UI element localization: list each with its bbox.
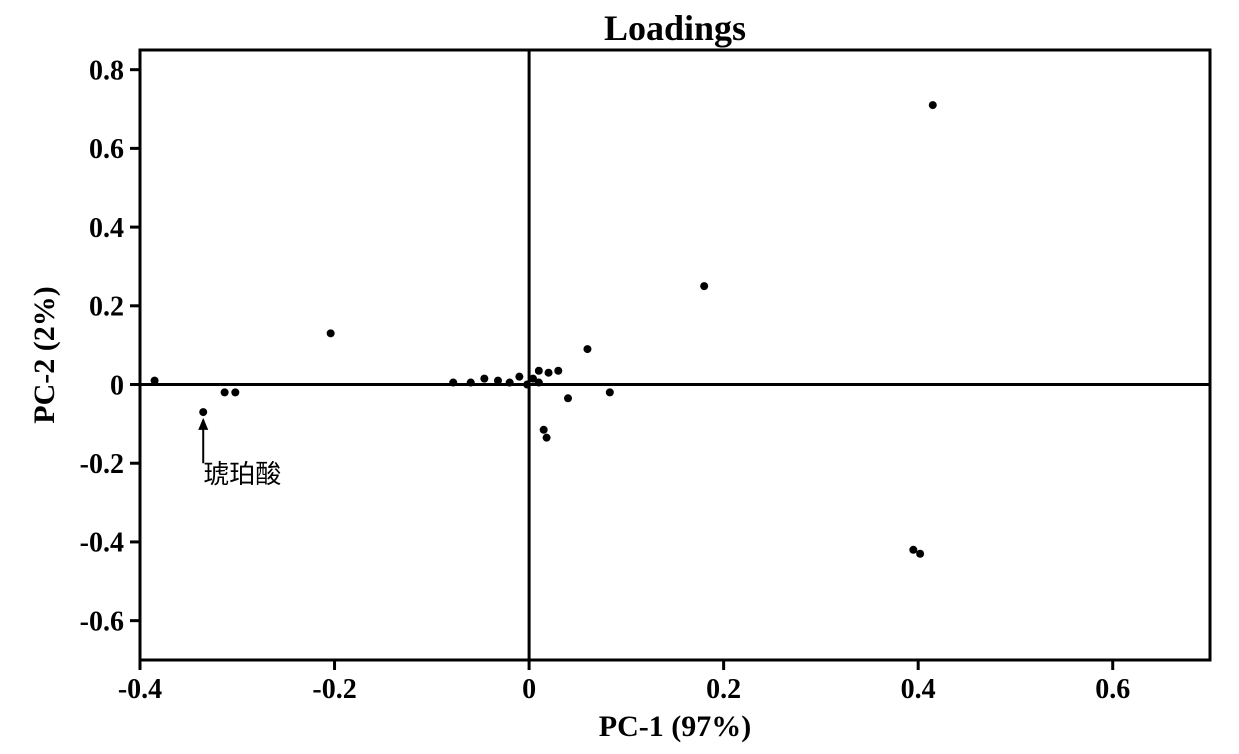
chart-title: Loadings: [604, 8, 746, 48]
data-point: [909, 546, 917, 554]
data-point: [535, 367, 543, 375]
data-point: [515, 373, 523, 381]
x-tick-label: 0.6: [1095, 674, 1130, 705]
data-point: [916, 550, 924, 558]
data-point: [540, 426, 548, 434]
data-point: [564, 394, 572, 402]
loadings-plot: -0.4 -0.2 0 0.2 0.4 0.6 -0.6 -0.4 -0.2 0 0.2 0.4 0.6…: [0, 0, 1239, 754]
annotation-label: 琥珀酸: [203, 460, 281, 489]
data-point: [480, 375, 488, 383]
data-point: [535, 379, 543, 387]
x-axis-label: PC-1 (97%): [599, 710, 751, 743]
y-tick-label: 0.6: [89, 134, 124, 165]
y-tick-label: -0.4: [80, 528, 124, 559]
data-point: [327, 329, 335, 337]
x-tick-label: -0.4: [118, 674, 162, 705]
plot-svg: -0.4 -0.2 0 0.2 0.4 0.6 -0.6 -0.4 -0.2 0 0.2 0.4 0.6…: [0, 0, 1239, 754]
data-point: [554, 367, 562, 375]
x-tick-label: 0.4: [901, 674, 936, 705]
data-point: [494, 377, 502, 385]
y-tick-label: 0: [110, 370, 124, 401]
data-point: [606, 388, 614, 396]
y-tick-label: -0.6: [80, 606, 124, 637]
x-tick-label: -0.2: [312, 674, 356, 705]
y-axis-label: PC-2 (2%): [28, 286, 61, 423]
y-tick-label: 0.2: [89, 292, 124, 323]
y-tick-label: 0.4: [89, 213, 124, 244]
data-point: [545, 369, 553, 377]
data-point: [221, 388, 229, 396]
y-tick-label: -0.2: [80, 449, 124, 480]
data-point: [506, 379, 514, 387]
data-point: [700, 282, 708, 290]
data-point: [583, 345, 591, 353]
x-tick-label: 0.2: [706, 674, 741, 705]
data-point: [467, 379, 475, 387]
data-point: [543, 434, 551, 442]
data-point: [199, 408, 207, 416]
plot-frame: [140, 50, 1210, 660]
data-point: [929, 101, 937, 109]
data-point: [523, 381, 531, 389]
data-point: [231, 388, 239, 396]
data-point: [449, 379, 457, 387]
annotation-arrowhead: [198, 418, 208, 430]
y-tick-label: 0.8: [89, 55, 124, 86]
data-point: [151, 377, 159, 385]
x-tick-label: 0: [522, 674, 536, 705]
